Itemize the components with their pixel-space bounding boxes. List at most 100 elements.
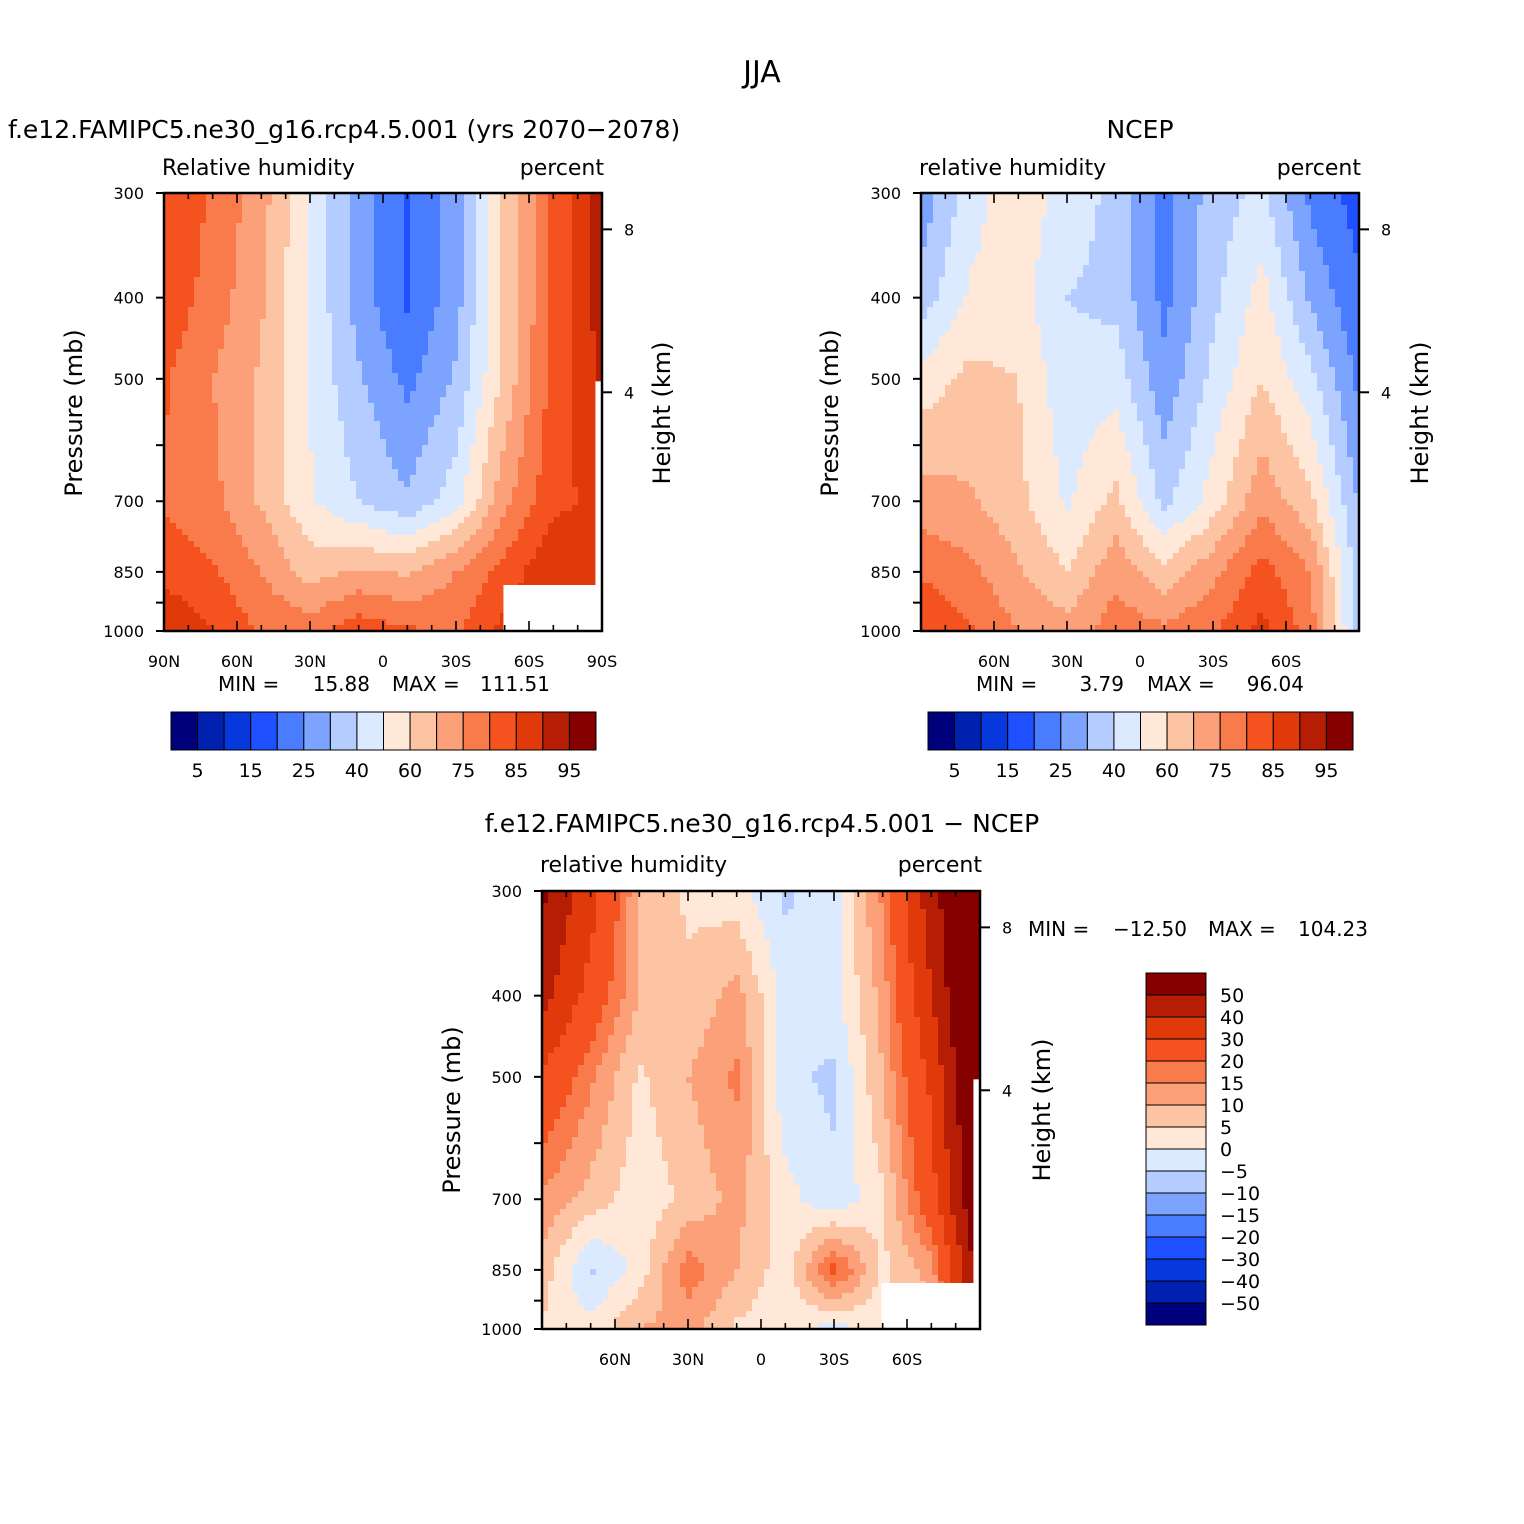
- contour-cell: [398, 439, 405, 446]
- contour-cell: [290, 517, 297, 524]
- contour-cell: [554, 493, 561, 500]
- contour-cell: [188, 523, 195, 530]
- contour-cell: [416, 595, 423, 602]
- contour-cell: [512, 289, 519, 296]
- contour-cell: [518, 379, 525, 386]
- contour-cell: [278, 355, 285, 362]
- contour-cell: [164, 475, 171, 482]
- contour-cell: [386, 325, 393, 332]
- contour-cell: [428, 505, 435, 512]
- contour-cell: [356, 259, 363, 266]
- contour-cell: [542, 331, 549, 338]
- contour-cell: [188, 223, 195, 230]
- contour-cell: [236, 217, 243, 224]
- contour-cell: [512, 535, 519, 542]
- contour-cell: [554, 349, 561, 356]
- contour-cell: [350, 523, 357, 530]
- contour-cell: [404, 517, 411, 524]
- contour-cell: [260, 361, 267, 368]
- contour-cell: [362, 343, 369, 350]
- contour-cell: [566, 577, 573, 584]
- contour-cell: [170, 511, 177, 518]
- contour-cell: [350, 331, 357, 338]
- contour-cell: [470, 427, 477, 434]
- contour-cell: [452, 301, 459, 308]
- contour-cell: [500, 445, 507, 452]
- contour-cell: [206, 559, 213, 566]
- contour-cell: [200, 403, 207, 410]
- contour-cell: [392, 463, 399, 470]
- contour-cell: [476, 397, 483, 404]
- contour-cell: [422, 241, 429, 248]
- contour-cell: [512, 223, 519, 230]
- contour-cell: [218, 415, 225, 422]
- contour-cell: [506, 529, 513, 536]
- contour-cell: [476, 445, 483, 452]
- contour-cell: [200, 199, 207, 206]
- contour-cell: [434, 535, 441, 542]
- contour-cell: [266, 511, 273, 518]
- contour-cell: [236, 331, 243, 338]
- contour-cell: [278, 223, 285, 230]
- contour-cell: [446, 271, 453, 278]
- contour-cell: [188, 349, 195, 356]
- contour-cell: [290, 463, 297, 470]
- contour-cell: [266, 313, 273, 320]
- contour-cell: [464, 433, 471, 440]
- contour-cell: [530, 481, 537, 488]
- contour-cell: [182, 271, 189, 278]
- contour-cell: [260, 265, 267, 272]
- contour-cell: [458, 307, 465, 314]
- contour-cell: [476, 223, 483, 230]
- contour-cell: [416, 229, 423, 236]
- contour-cell: [278, 199, 285, 206]
- contour-cell: [458, 301, 465, 308]
- contour-cell: [428, 319, 435, 326]
- contour-cell: [302, 289, 309, 296]
- contour-cell: [464, 235, 471, 242]
- contour-cell: [350, 433, 357, 440]
- contour-cell: [296, 289, 303, 296]
- contour-cell: [446, 505, 453, 512]
- contour-cell: [422, 505, 429, 512]
- contour-cell: [278, 343, 285, 350]
- contour-cell: [584, 283, 591, 290]
- contour-cell: [356, 379, 363, 386]
- contour-cell: [194, 409, 201, 416]
- contour-cell: [362, 511, 369, 518]
- contour-cell: [242, 577, 249, 584]
- contour-cell: [368, 457, 375, 464]
- contour-cell: [200, 505, 207, 512]
- contour-cell: [254, 343, 261, 350]
- contour-cell: [314, 391, 321, 398]
- contour-cell: [422, 223, 429, 230]
- contour-cell: [440, 529, 447, 536]
- contour-cell: [218, 427, 225, 434]
- contour-cell: [590, 415, 597, 422]
- contour-cell: [254, 451, 261, 458]
- contour-cell: [314, 259, 321, 266]
- contour-cell: [194, 445, 201, 452]
- contour-cell: [296, 277, 303, 284]
- contour-cell: [296, 469, 303, 476]
- contour-cell: [422, 349, 429, 356]
- contour-cell: [200, 601, 207, 608]
- contour-cell: [494, 301, 501, 308]
- contour-cell: [176, 547, 183, 554]
- contour-cell: [338, 565, 345, 572]
- contour-cell: [242, 559, 249, 566]
- contour-cell: [530, 265, 537, 272]
- contour-cell: [458, 583, 465, 590]
- contour-cell: [434, 421, 441, 428]
- contour-cell: [188, 331, 195, 338]
- contour-cell: [206, 409, 213, 416]
- contour-cell: [464, 571, 471, 578]
- contour-cell: [308, 553, 315, 560]
- contour-cell: [434, 379, 441, 386]
- contour-cell: [182, 343, 189, 350]
- contour-cell: [416, 409, 423, 416]
- contour-cell: [446, 541, 453, 548]
- contour-cell: [218, 523, 225, 530]
- contour-cell: [440, 547, 447, 554]
- contour-cell: [566, 289, 573, 296]
